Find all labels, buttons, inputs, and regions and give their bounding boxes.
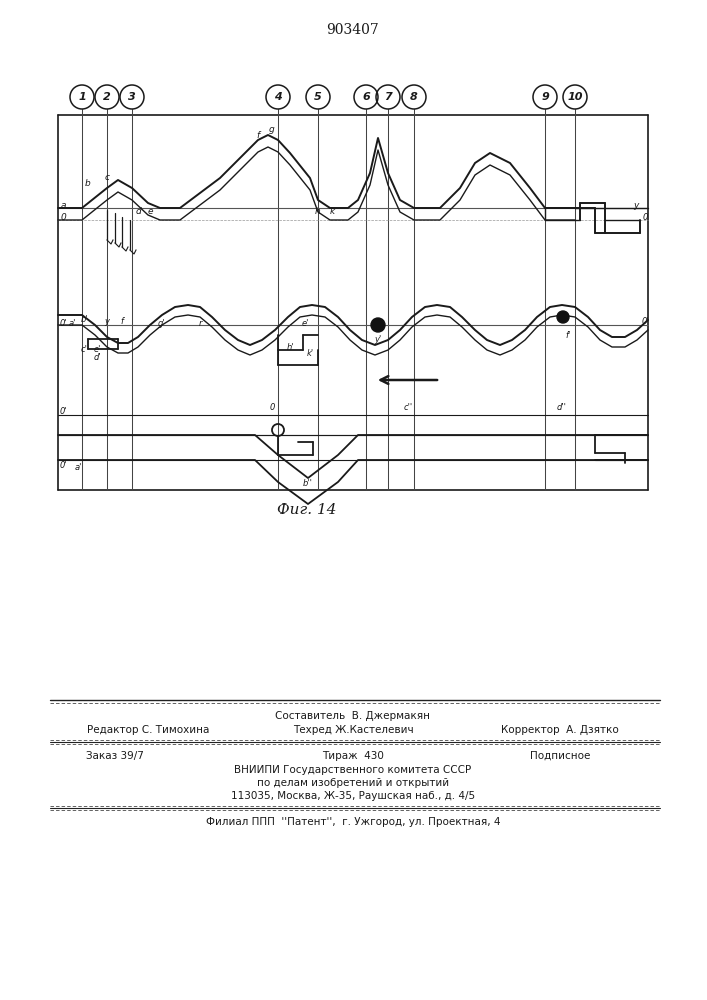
Text: 113035, Москва, Ж-35, Раушская наб., д. 4/5: 113035, Москва, Ж-35, Раушская наб., д. …: [231, 791, 475, 801]
Text: Техред Ж.Кастелевич: Техред Ж.Кастелевич: [293, 725, 414, 735]
Text: g': g': [158, 318, 166, 328]
Text: y': y': [375, 334, 382, 344]
Text: f': f': [566, 330, 571, 340]
Text: 4: 4: [274, 92, 282, 102]
Text: h': h': [286, 342, 293, 352]
Text: 1: 1: [78, 92, 86, 102]
Text: 5: 5: [314, 92, 322, 102]
Text: 2: 2: [103, 92, 111, 102]
Text: b'': b'': [303, 479, 313, 488]
Text: 8: 8: [410, 92, 418, 102]
Text: c': c': [81, 344, 88, 354]
Text: c'': c'': [404, 402, 413, 412]
Text: r: r: [198, 318, 201, 328]
Text: Заказ 39/7: Заказ 39/7: [86, 751, 144, 761]
Text: d: d: [135, 207, 141, 216]
Text: 0: 0: [269, 402, 275, 412]
Text: c: c: [105, 174, 110, 182]
Text: k: k: [329, 207, 334, 216]
Text: d'': d'': [557, 402, 567, 412]
Text: Подписное: Подписное: [530, 751, 590, 761]
Text: b: b: [85, 178, 91, 188]
Text: Редактор С. Тимохина: Редактор С. Тимохина: [87, 725, 209, 735]
Text: k': k': [306, 349, 314, 358]
Text: f: f: [257, 131, 259, 140]
Text: Составитель  В. Джермакян: Составитель В. Джермакян: [276, 711, 431, 721]
Text: b': b': [81, 316, 89, 324]
Text: h: h: [315, 207, 321, 216]
Text: 9: 9: [541, 92, 549, 102]
Text: a': a': [69, 318, 76, 328]
Text: Корректор  А. Дзятко: Корректор А. Дзятко: [501, 725, 619, 735]
Text: e': e': [93, 344, 100, 354]
Text: 903407: 903407: [327, 23, 380, 37]
Text: d': d': [93, 353, 101, 361]
Text: ВНИИПИ Государственного комитета СССР: ВНИИПИ Государственного комитета СССР: [235, 765, 472, 775]
Circle shape: [557, 311, 569, 323]
Text: 0: 0: [60, 214, 66, 223]
Text: 0': 0': [59, 460, 67, 470]
Text: Филиал ППП  ''Патент'',  г. Ужгород, ул. Проектная, 4: Филиал ППП ''Патент'', г. Ужгород, ул. П…: [206, 817, 501, 827]
Text: e': e': [301, 318, 309, 328]
Text: f: f: [120, 318, 124, 326]
Text: 10: 10: [567, 92, 583, 102]
Text: 0': 0': [641, 318, 649, 326]
Text: g: g: [269, 125, 275, 134]
Text: y: y: [633, 200, 638, 210]
Text: 0': 0': [59, 318, 67, 328]
Text: 0': 0': [59, 408, 67, 416]
Text: Тираж  430: Тираж 430: [322, 751, 384, 761]
Text: e: e: [147, 207, 153, 216]
Text: Фиг. 14: Фиг. 14: [277, 503, 337, 517]
Text: по делам изобретений и открытий: по делам изобретений и открытий: [257, 778, 449, 788]
Text: a: a: [60, 202, 66, 211]
Text: a': a': [74, 464, 82, 473]
Text: 3: 3: [128, 92, 136, 102]
Text: 6: 6: [362, 92, 370, 102]
Text: 7: 7: [384, 92, 392, 102]
Text: y: y: [105, 318, 110, 326]
Circle shape: [371, 318, 385, 332]
Text: 0: 0: [643, 214, 648, 223]
